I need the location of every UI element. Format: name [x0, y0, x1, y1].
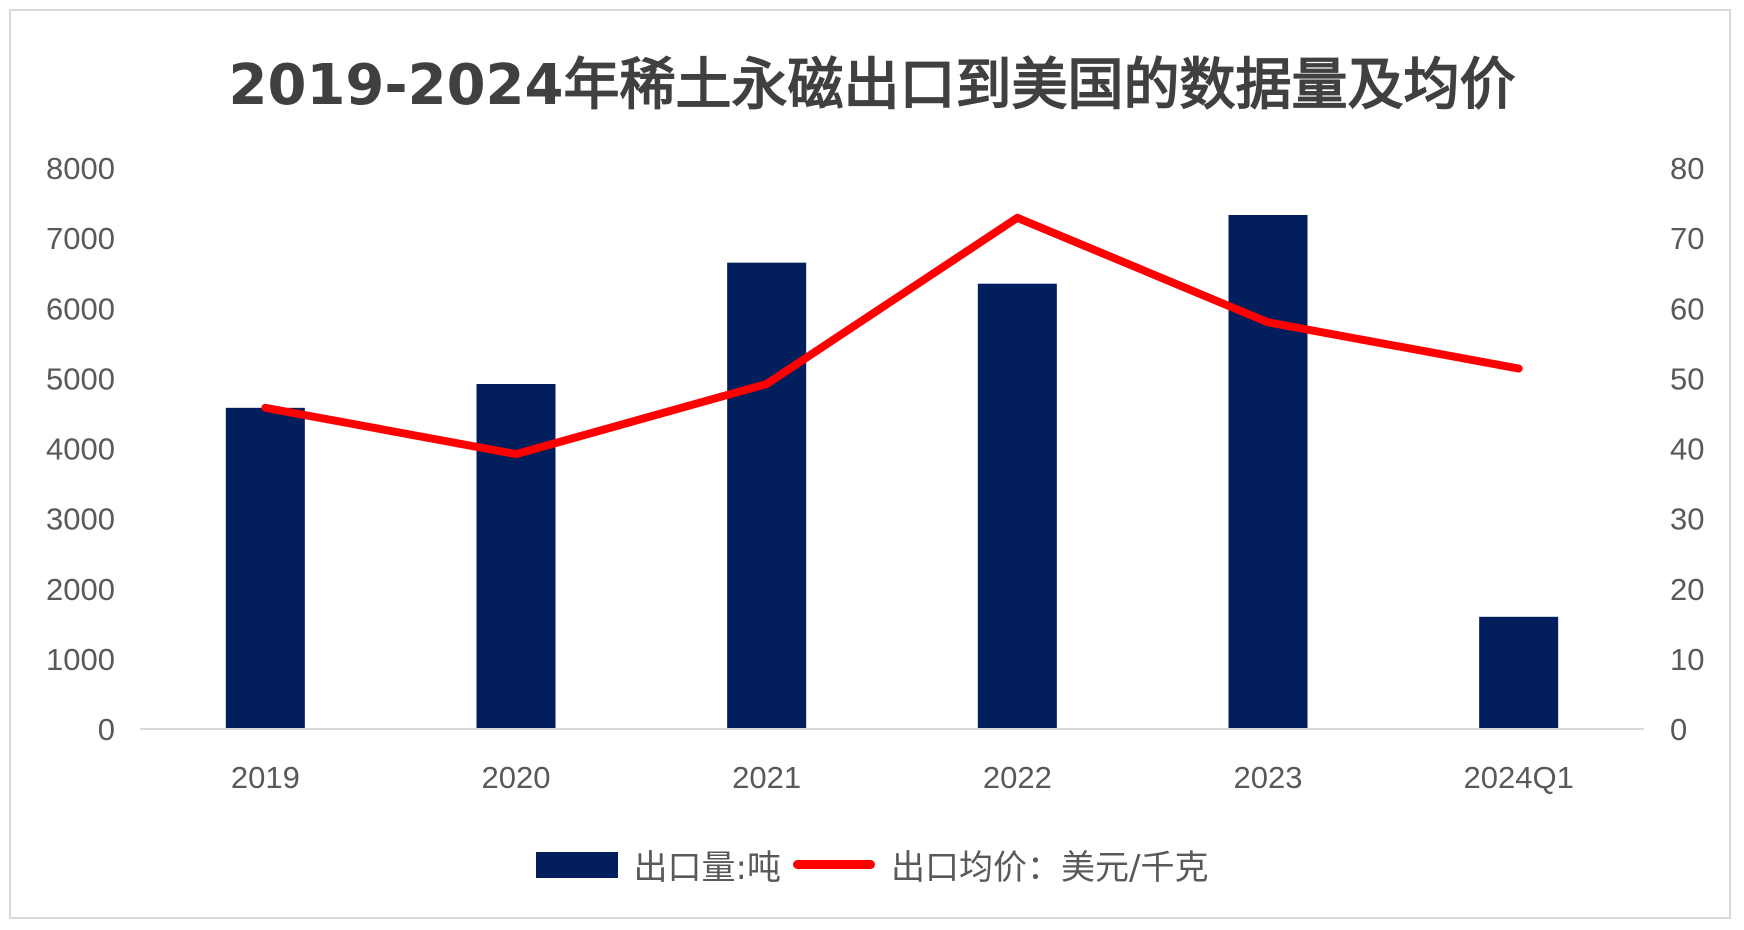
y-right-tick-label: 40	[1670, 432, 1704, 467]
y-left-tick-label: 4000	[46, 432, 115, 467]
y-left-tick-label: 6000	[46, 291, 115, 326]
y-right-tick-label: 0	[1670, 712, 1687, 747]
y-left-tick-label: 3000	[46, 502, 115, 537]
y-right-tick-label: 70	[1670, 221, 1704, 256]
legend-label-volume: 出口量:吨	[633, 848, 781, 888]
chart-legend: 出口量:吨 出口均价：美元/千克	[0, 840, 1744, 889]
legend-label-price: 出口均价：美元/千克	[891, 848, 1209, 888]
legend-swatch-bar	[535, 851, 618, 878]
y-left-tick-label: 0	[98, 712, 115, 747]
y-right-tick-label: 30	[1670, 502, 1704, 537]
chart-title: 2019-2024年稀土永磁出口到美国的数据量及均价	[228, 53, 1516, 118]
bar-2022	[977, 283, 1057, 729]
y-left-tick-label: 7000	[46, 221, 115, 256]
y-right-tick-label: 20	[1670, 572, 1704, 607]
x-tick-label: 2022	[983, 760, 1052, 795]
y-left-tick-label: 8000	[46, 151, 115, 186]
x-tick-label: 2023	[1234, 760, 1303, 795]
bar-2024Q1	[1479, 616, 1559, 729]
x-tick-label: 2021	[732, 760, 801, 795]
y-right-tick-label: 10	[1670, 642, 1704, 677]
y-right-tick-label: 80	[1670, 151, 1704, 186]
legend-item-volume: 出口量:吨	[535, 840, 781, 889]
x-tick-label: 2024Q1	[1464, 760, 1574, 795]
y-left-tick-label: 1000	[46, 642, 115, 677]
line-series-price	[261, 213, 1523, 459]
legend-item-price: 出口均价：美元/千克	[793, 840, 1208, 889]
x-tick-label: 2019	[231, 760, 300, 795]
y-left-tick-label: 2000	[46, 572, 115, 607]
bar-2019	[225, 407, 305, 729]
y-right-tick-label: 60	[1670, 291, 1704, 326]
legend-swatch-line	[793, 860, 875, 869]
x-tick-label: 2020	[482, 760, 551, 795]
bar-2023	[1228, 214, 1308, 729]
y-left-tick-label: 5000	[46, 361, 115, 396]
bar-2021	[727, 262, 807, 729]
bar-2020	[476, 383, 556, 729]
y-right-tick-label: 50	[1670, 361, 1704, 396]
